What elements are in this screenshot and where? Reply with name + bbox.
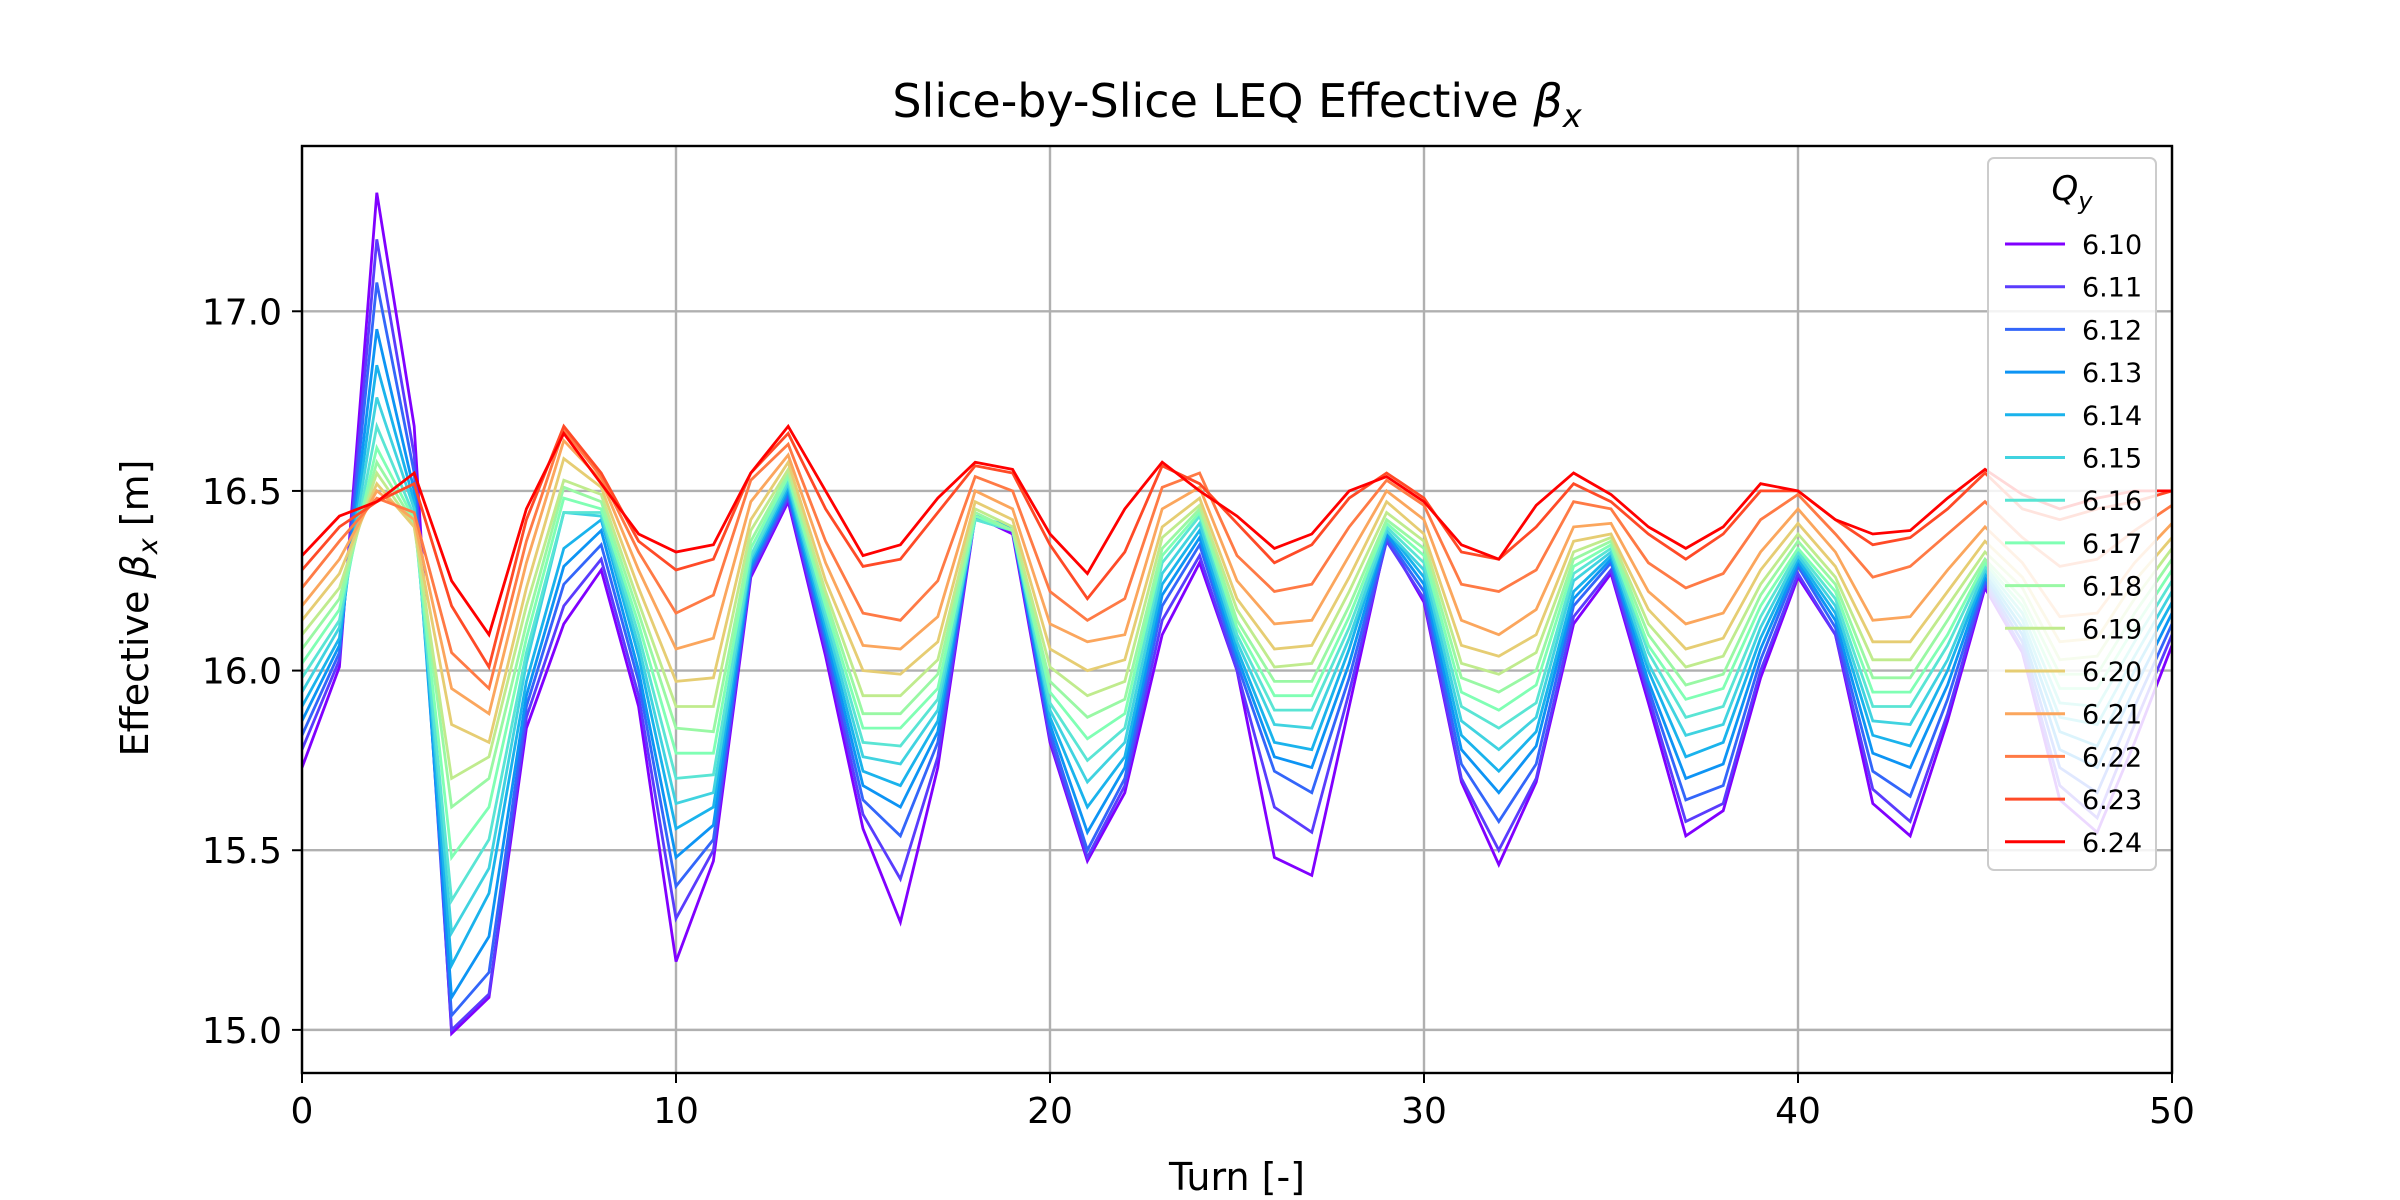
legend-label-6.24: 6.24 [2082, 828, 2142, 859]
series-line-6.13 [302, 328, 2172, 1002]
legend-title: Qy [2052, 169, 2094, 215]
legend-box [1987, 157, 2157, 871]
y-tick-label: 16.5 [202, 472, 282, 513]
series-line-6.11 [302, 239, 2172, 1033]
series-line-6.24 [302, 423, 2172, 638]
x-tick-label: 50 [2149, 1091, 2195, 1132]
legend-label-6.17: 6.17 [2082, 529, 2142, 560]
legend: Qy 6.106.116.126.136.146.156.166.176.186… [1987, 157, 2157, 871]
legend-label-6.14: 6.14 [2082, 401, 2142, 432]
legend-label-6.22: 6.22 [2082, 742, 2142, 773]
legend-label-6.19: 6.19 [2082, 614, 2142, 645]
x-tick-label: 40 [1775, 1091, 1821, 1132]
series-line-6.21 [302, 437, 2172, 716]
series-line-6.16 [302, 421, 2172, 905]
y-tick-label: 17.0 [202, 292, 282, 333]
grid [300, 146, 2174, 1073]
legend-label-6.16: 6.16 [2082, 486, 2142, 517]
series-line-6.18 [302, 458, 2172, 810]
legend-label-6.21: 6.21 [2082, 700, 2142, 731]
series-line-6.17 [302, 443, 2172, 862]
legend-label-6.20: 6.20 [2082, 657, 2142, 688]
series-line-6.19 [302, 466, 2172, 781]
y-axis-label: Effective βx [m] [113, 460, 164, 757]
series-line-6.12 [302, 282, 2172, 1019]
chart-title: Slice-by-Slice LEQ Effective βx [892, 74, 1582, 135]
series-line-6.14 [302, 364, 2172, 971]
x-axis: 0 10 20 30 40 50 [291, 1073, 2195, 1132]
series-layer [302, 192, 2172, 1037]
series-line-6.15 [302, 397, 2172, 938]
legend-label-6.15: 6.15 [2082, 444, 2142, 475]
legend-label-6.10: 6.10 [2082, 230, 2142, 261]
plot-frame [300, 144, 2174, 1075]
series-line-6.20 [302, 456, 2172, 745]
x-tick-label: 20 [1027, 1091, 1073, 1132]
x-tick-label: 0 [291, 1091, 314, 1132]
y-tick-label: 16.0 [202, 652, 282, 693]
y-tick-label: 15.5 [202, 831, 282, 872]
legend-items: 6.10 6.11 6.12 6.13 6.14 6.15 6.16 6.17 6.18 6.19… [2005, 230, 2142, 859]
legend-label-6.13: 6.13 [2082, 358, 2142, 389]
legend-label-6.12: 6.12 [2082, 315, 2142, 346]
y-tick-label: 15.0 [202, 1011, 282, 1052]
legend-label-6.11: 6.11 [2082, 273, 2142, 304]
y-axis: 15.0 15.5 16.0 16.5 17.0 [202, 292, 302, 1052]
legend-label-6.18: 6.18 [2082, 572, 2142, 603]
x-tick-label: 10 [653, 1091, 699, 1132]
x-axis-label: Turn [-] [1168, 1155, 1305, 1199]
x-tick-label: 30 [1401, 1091, 1447, 1132]
series-line-6.23 [302, 423, 2172, 671]
legend-label-6.23: 6.23 [2082, 785, 2142, 816]
